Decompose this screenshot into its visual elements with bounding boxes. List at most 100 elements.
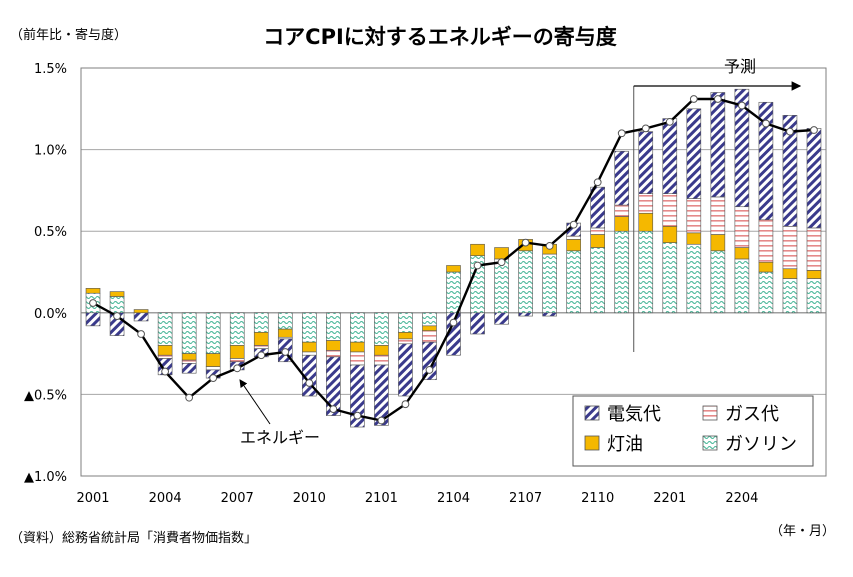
energy-point [521, 238, 530, 247]
bar-gasoline [422, 312, 437, 327]
legend-label-gas: ガス代 [725, 404, 779, 425]
y-tick-label: ▲0.5% [24, 388, 67, 403]
bar-touyu [614, 216, 630, 232]
bar-gasoline [638, 230, 654, 314]
bar-denki [181, 363, 197, 374]
bar-gas [710, 196, 726, 235]
energy-point [641, 124, 650, 133]
x-tick-label: 2201 [653, 491, 686, 506]
bar-denki [398, 343, 413, 397]
bar-touyu [734, 247, 750, 260]
bar-touyu [326, 340, 341, 351]
bar-denki [614, 150, 630, 206]
legend-label-denki: 電気代 [607, 404, 661, 425]
energy-point [425, 366, 434, 374]
energy-point [449, 318, 458, 327]
bar-denki [662, 118, 678, 194]
bar-touyu [157, 345, 173, 356]
energy-line [89, 95, 818, 425]
bar-gasoline [109, 296, 125, 314]
legend-swatch-gas [702, 405, 718, 421]
bar-gas [374, 354, 389, 366]
energy-point [593, 178, 602, 187]
bar-touyu [662, 226, 678, 243]
energy-point [786, 127, 794, 136]
bar-denki [686, 108, 702, 199]
bar-gasoline [229, 312, 245, 346]
bar-denki [758, 101, 774, 221]
x-tick-label: 2007 [221, 491, 254, 506]
bar-denki [470, 312, 485, 335]
bar-touyu [566, 239, 581, 252]
energy-point [305, 379, 314, 387]
energy-point [377, 416, 386, 425]
energy-point [762, 119, 770, 128]
bars [85, 88, 822, 428]
bar-gasoline [782, 278, 798, 314]
legend-label-touyu: 灯油 [607, 434, 643, 455]
bar-touyu [446, 265, 461, 273]
bar-touyu [470, 243, 485, 256]
axes: 1.5% 1.0% 0.5% 0.0% ▲0.5% ▲1.0% 2001 2004 2007 20… [24, 62, 827, 506]
y-axis-label: （前年比・寄与度） [10, 27, 127, 43]
bar-gas [398, 338, 413, 345]
bar-touyu [302, 341, 317, 353]
x-tick-label: 2110 [581, 491, 614, 506]
bar-denki [85, 312, 101, 327]
bar-denki [326, 356, 341, 416]
bar-gasoline [253, 312, 269, 333]
energy-point [401, 400, 410, 409]
energy-point [353, 411, 362, 420]
energy-point [329, 405, 338, 413]
energy-point [209, 374, 218, 382]
energy-point [233, 364, 242, 373]
x-tick-label: 2101 [365, 491, 398, 506]
bar-gasoline [374, 312, 389, 346]
x-tick-label: 2204 [725, 491, 758, 506]
y-tick-label: 0.5% [34, 225, 67, 240]
bar-gas [205, 366, 221, 371]
energy-point [185, 393, 194, 402]
bar-gas [566, 235, 581, 240]
bar-touyu [253, 332, 269, 346]
legend-swatch-gasoline [702, 435, 718, 451]
bar-gasoline [662, 242, 678, 314]
energy-point [113, 312, 121, 320]
energy-point [137, 330, 145, 338]
bar-touyu [109, 291, 125, 297]
bar-gasoline [518, 250, 533, 314]
y-tick-label: ▲1.0% [24, 470, 67, 485]
bar-gasoline [157, 312, 173, 346]
x-tick-label: 2004 [149, 491, 182, 506]
bar-gasoline [542, 253, 557, 314]
bar-denki [518, 312, 533, 317]
plot-frame [80, 67, 827, 477]
bar-gas [686, 198, 702, 234]
bar-gasoline [181, 312, 197, 354]
bar-gas [350, 351, 365, 366]
energy-point [569, 220, 578, 229]
x-tick-label: 2104 [437, 491, 470, 506]
bar-gas [302, 351, 317, 356]
energy-point [281, 348, 290, 356]
bar-gasoline [326, 312, 341, 341]
energy-point [473, 261, 482, 270]
bar-touyu [181, 353, 197, 361]
bar-gasoline [494, 258, 509, 314]
x-tick-label: 2010 [293, 491, 326, 506]
bar-gasoline [205, 312, 221, 354]
bar-gas [181, 359, 197, 364]
bar-denki [734, 88, 750, 208]
bar-denki [710, 92, 726, 198]
bar-gas [662, 193, 678, 227]
bar-touyu [782, 268, 798, 279]
y-tick-label: 1.0% [34, 144, 67, 159]
legend-box [572, 395, 814, 467]
bar-gasoline [446, 271, 461, 314]
energy-point [689, 95, 698, 103]
bar-gas [422, 330, 437, 343]
bar-gasoline [350, 312, 365, 343]
bar-gas [782, 226, 798, 270]
bar-touyu [710, 234, 726, 252]
